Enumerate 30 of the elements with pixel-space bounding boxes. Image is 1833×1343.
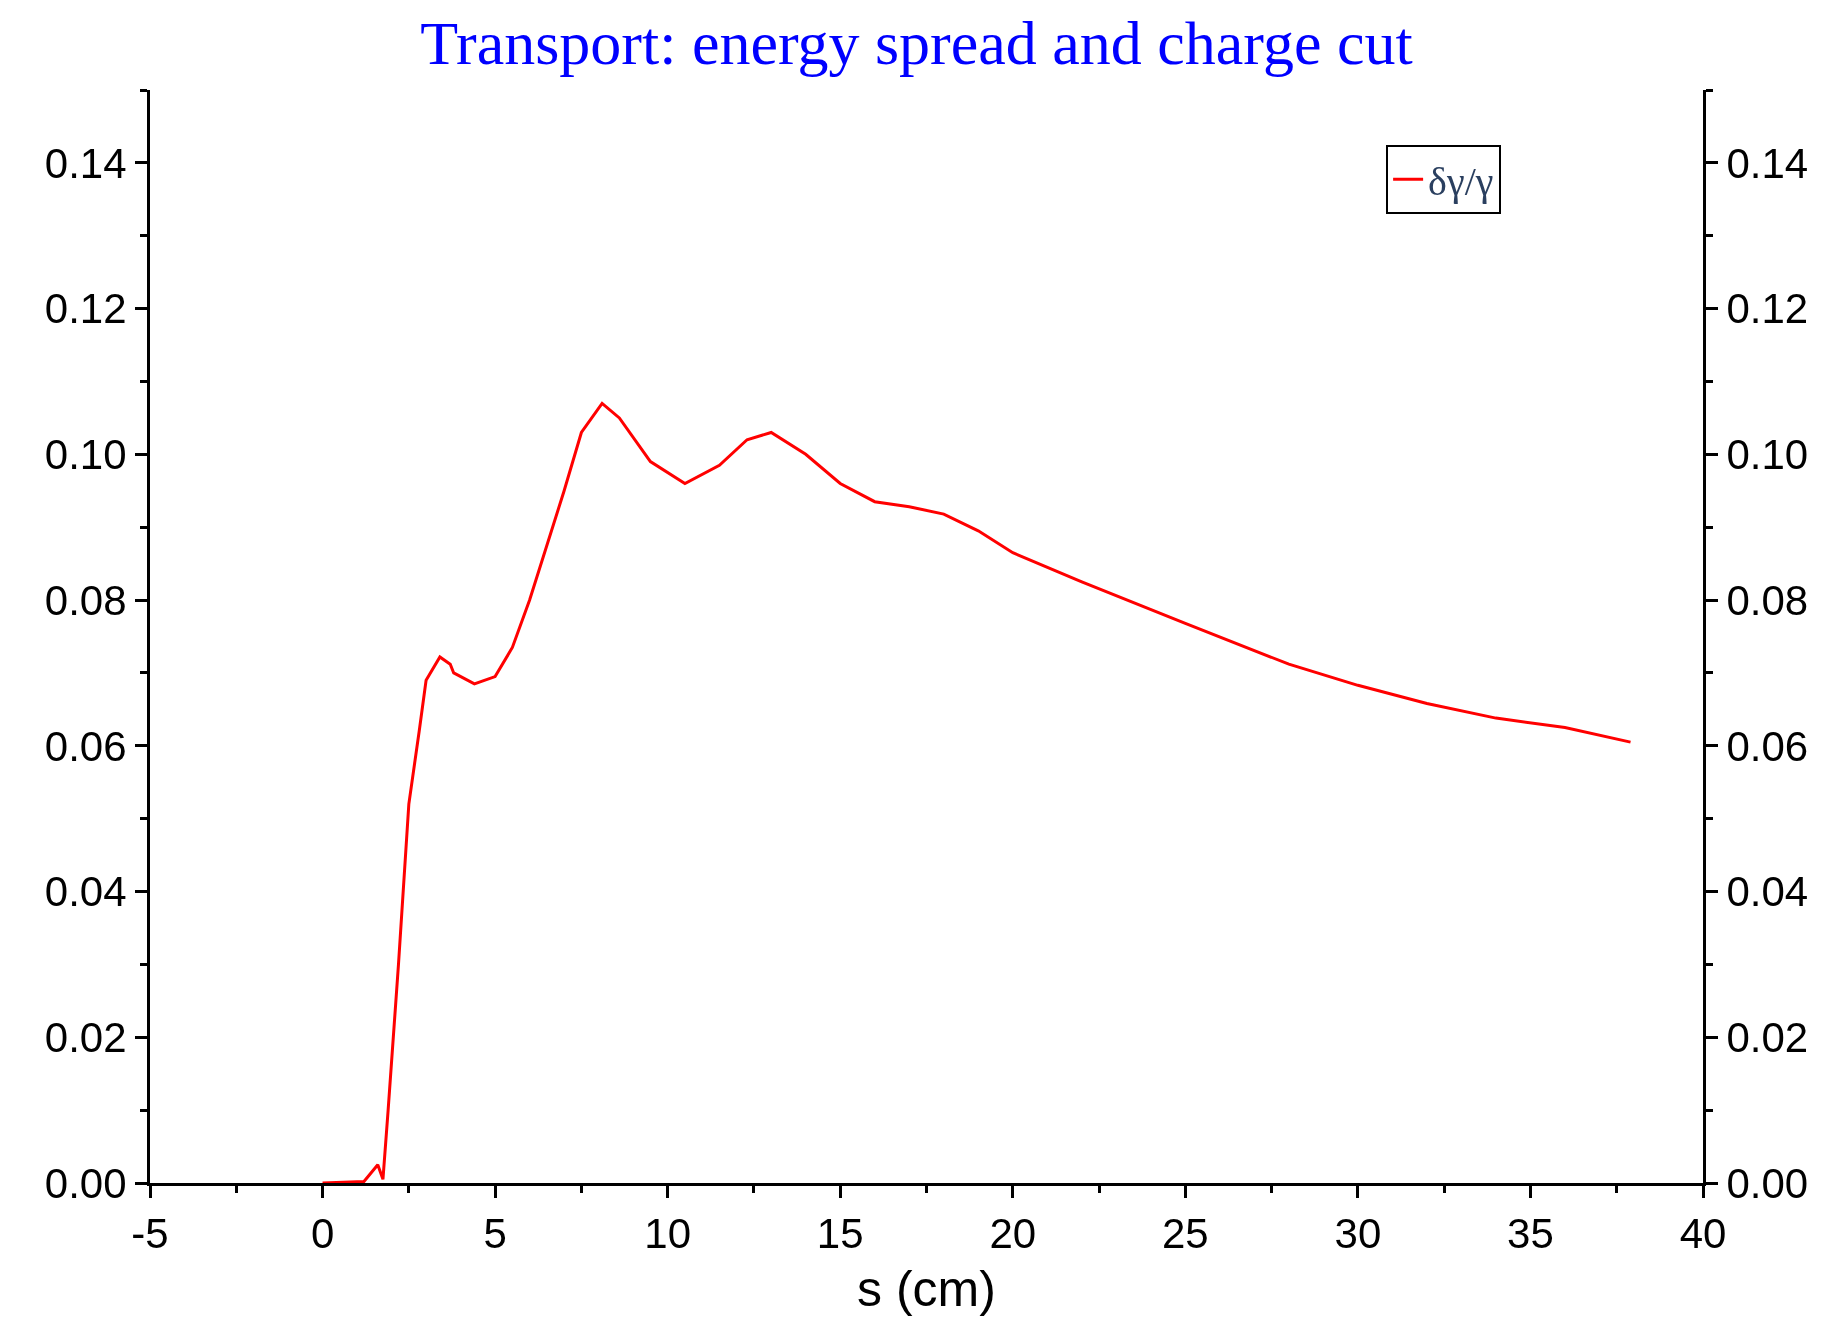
y-tick-label: 0.10 [44,431,127,479]
y-tick-label: 0.14 [44,139,127,187]
x-tick-label: 35 [1507,1210,1554,1258]
line-series [321,401,1633,1183]
x-tick-label: 0 [310,1210,335,1258]
x-tick-label: 5 [483,1210,507,1258]
y-tick-label: 0.08 [44,576,127,624]
y-tick-label: 0.02 [44,1013,127,1061]
x-tick-label: -5 [131,1210,169,1258]
y2-tick-label: 0.02 [1726,1013,1809,1061]
y2-tick-label: 0.04 [1726,868,1809,916]
y2-tick-label: 0.00 [1726,1159,1809,1207]
y2-tick-label: 0.08 [1726,576,1809,624]
y-tick-label: 0.04 [44,868,127,916]
y-tick-label: 0.12 [44,285,127,333]
y-tick-label: 0.00 [44,1159,127,1207]
legend-label: δγ/γ [1428,158,1494,204]
y-tick-label: 0.06 [44,722,127,770]
y2-tick-label: 0.14 [1726,139,1809,187]
x-tick-label: 25 [1161,1210,1209,1258]
x-tick-label: 10 [644,1210,692,1258]
y2-tick-label: 0.06 [1726,722,1809,770]
x-tick-label: 20 [989,1210,1037,1258]
x-tick-label: 40 [1679,1210,1727,1258]
y2-tick-label: 0.12 [1726,285,1809,333]
x-tick-label: 15 [816,1210,864,1258]
x-axis-title: s (cm) [857,1260,996,1317]
chart-title: Transport: energy spread and charge cut [420,8,1413,77]
y2-tick-label: 0.10 [1726,431,1809,479]
x-tick-label: 30 [1334,1210,1382,1258]
